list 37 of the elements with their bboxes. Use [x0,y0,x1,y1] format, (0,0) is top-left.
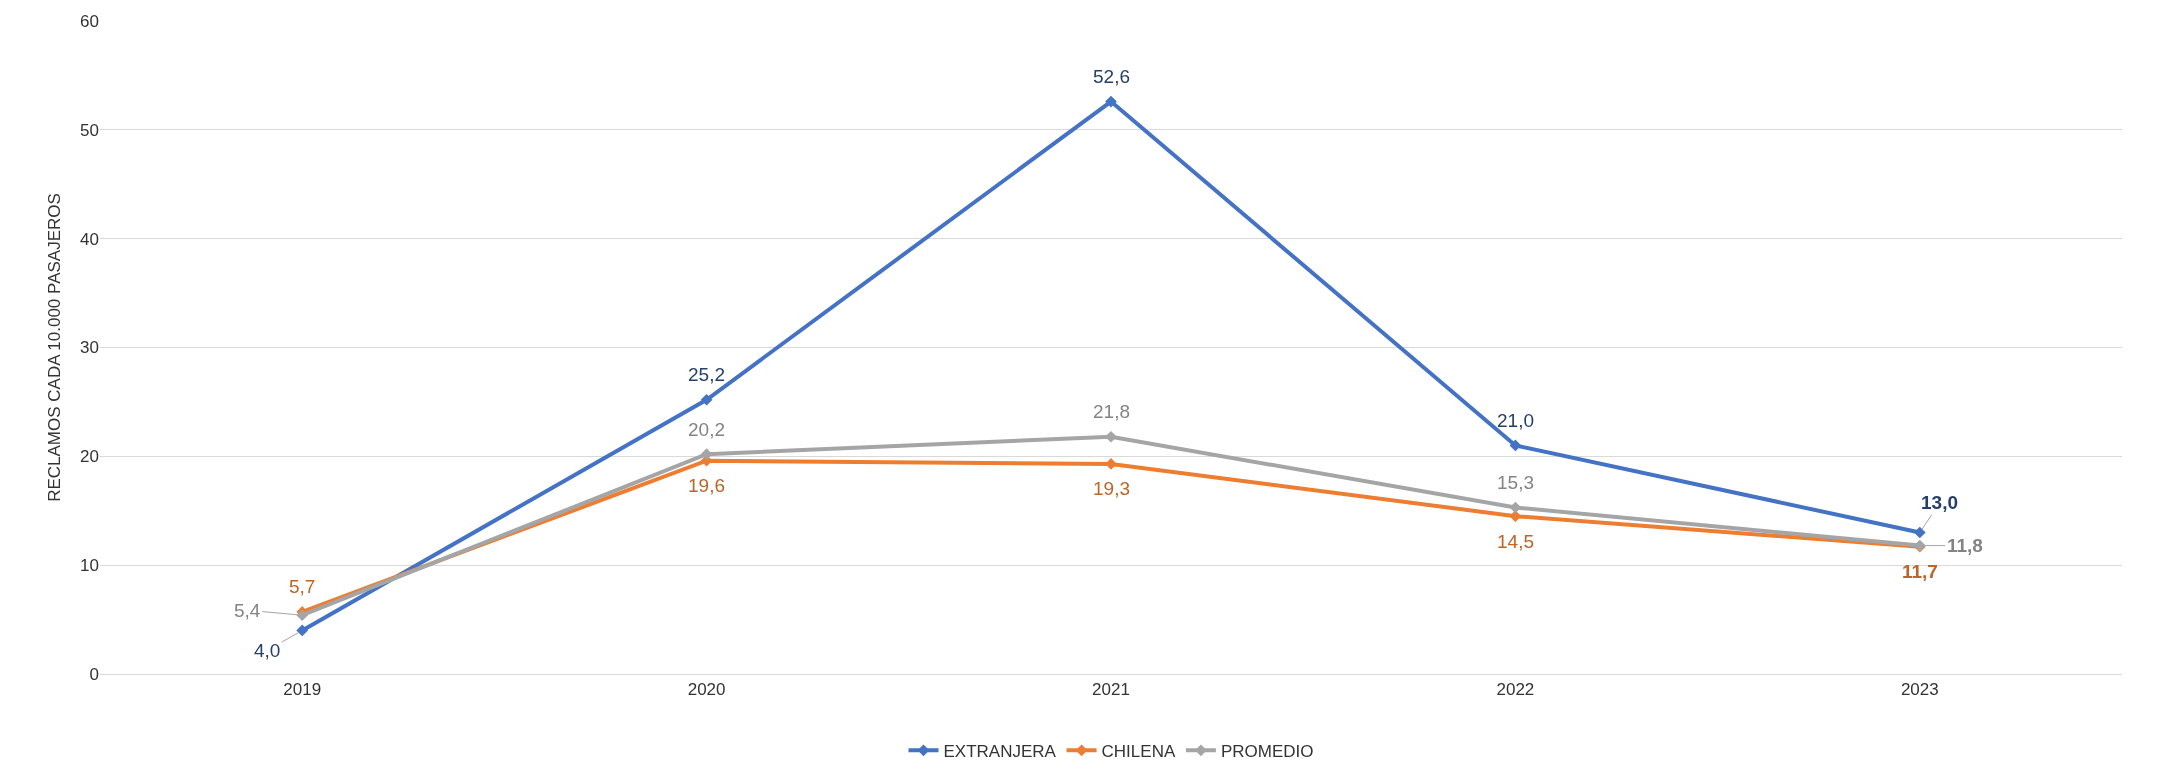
point [700,393,713,406]
y-axis-title: RECLAMOS CADA 10.000 PASAJEROS [44,193,64,502]
data-label: 14,5 [1497,531,1534,552]
data-label: 21,0 [1497,410,1534,431]
point [1105,95,1117,108]
legend-label: CHILENA [1101,741,1176,761]
data-label: 4,0 [254,640,281,661]
point [296,609,309,622]
x-tick-label: 2023 [1900,680,1939,700]
y-tick-label: 30 [80,338,99,358]
data-label: 19,6 [688,475,725,496]
data-label: 20,2 [688,419,725,440]
x-tick-label: 2022 [1496,680,1535,700]
y-tick-label: 40 [80,229,99,249]
data-label: 52,6 [1093,66,1130,87]
data-label: 19,3 [1093,478,1130,499]
data-label: 5,4 [234,600,261,621]
x-tick-label: 2019 [283,680,322,700]
point [296,624,309,637]
data-label: 11,7 [1902,561,1938,582]
point [1913,526,1926,539]
y-tick-label: 0 [89,664,99,684]
y-tick-label: 20 [80,447,99,467]
point [1509,439,1522,452]
legend-label: PROMEDIO [1220,741,1314,761]
y-tick-label: 50 [80,120,99,140]
data-label: 25,2 [688,364,725,385]
data-label: 11,8 [1947,535,1983,556]
data-label: 15,3 [1497,472,1534,493]
data-label: 5,7 [289,576,316,597]
y-tick-label: 10 [80,556,99,576]
data-label: 13,0 [1921,492,1958,513]
legend-label: EXTRANJERA [943,741,1057,761]
y-tick-label: 60 [80,11,99,31]
x-tick-label: 2021 [1092,680,1130,700]
data-label: 21,8 [1093,401,1130,422]
x-tick-label: 2020 [687,680,726,700]
